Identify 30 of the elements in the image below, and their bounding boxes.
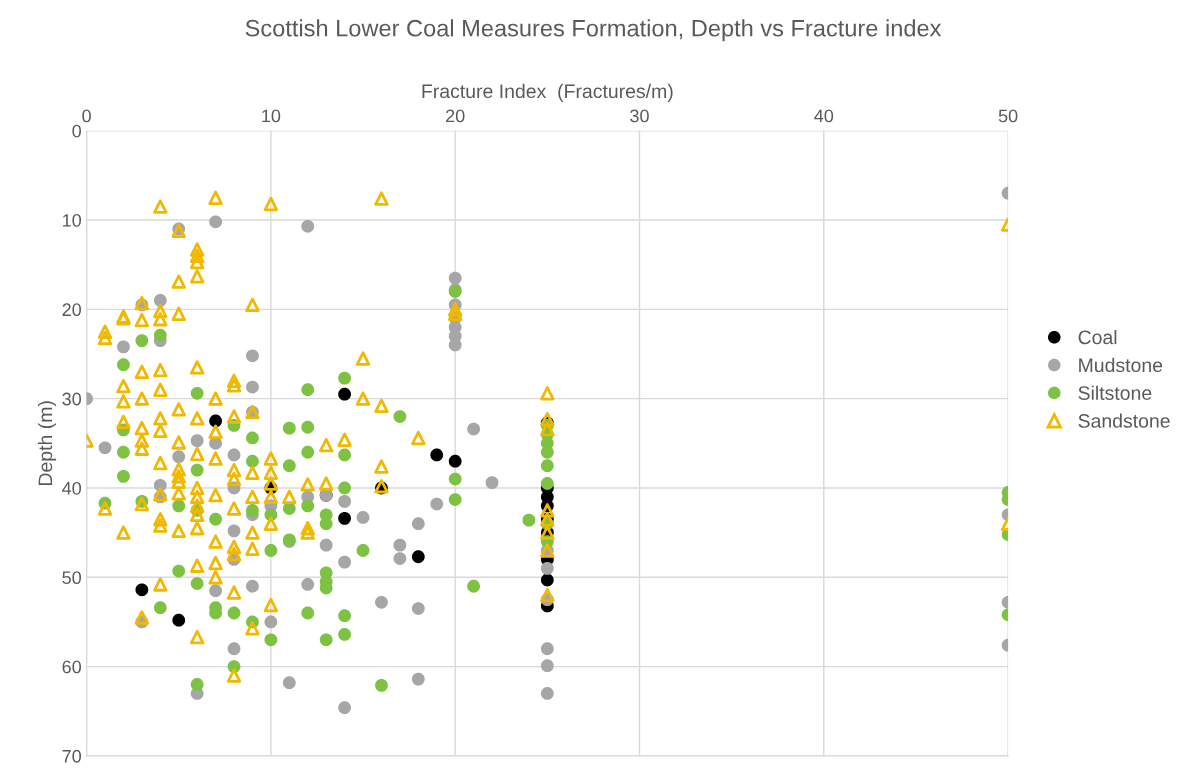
y-axis-title: Depth (m) — [37, 401, 57, 485]
point — [172, 613, 186, 627]
point — [448, 454, 462, 468]
y-tick-label: 0 — [72, 124, 82, 138]
y-tick-label: 30 — [62, 392, 82, 406]
x-tick-label: 0 — [82, 109, 91, 123]
point — [540, 573, 554, 587]
legend-label: Coal — [1078, 329, 1117, 345]
y-tick-label: 10 — [63, 213, 82, 227]
legend-label: Siltstone — [1078, 385, 1152, 400]
legend-label: Sandstone — [1078, 413, 1170, 428]
y-tick-label: 70 — [62, 749, 82, 763]
point — [430, 448, 444, 462]
chart-title: Scottish Lower Coal Measures Formation, Depth vs Fracture index — [245, 19, 942, 42]
point — [338, 511, 352, 525]
point — [209, 414, 222, 428]
y-tick-label: 60 — [62, 660, 82, 674]
legend-label: Mudstone — [1079, 357, 1163, 373]
x-tick-label: 20 — [446, 109, 465, 123]
x-tick-label: 50 — [998, 109, 1018, 123]
x-tick-label: 40 — [814, 109, 834, 123]
y-tick-label: 20 — [62, 303, 82, 317]
point — [135, 583, 149, 597]
y-tick-label: 50 — [62, 571, 82, 585]
x-axis-title: Fracture Index (Fractures/m) — [422, 83, 673, 102]
x-tick-label: 30 — [630, 109, 649, 123]
x-tick-label: 10 — [262, 109, 281, 123]
point — [338, 387, 352, 401]
y-tick-label: 40 — [62, 481, 82, 495]
point — [411, 550, 425, 564]
